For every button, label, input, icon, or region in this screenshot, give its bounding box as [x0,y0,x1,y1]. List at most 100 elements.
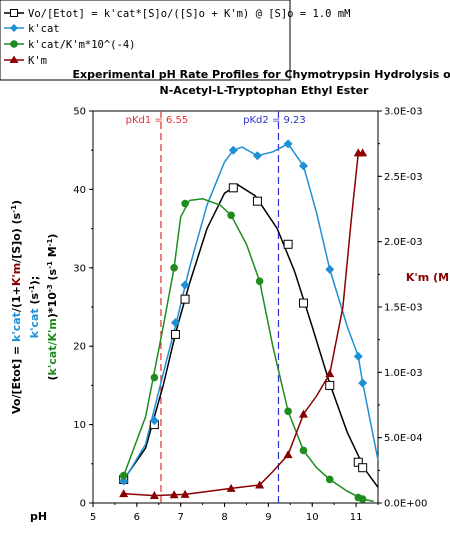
legend-marker-triangle [9,55,19,63]
legend-entry: K'm [4,55,47,67]
x-tick-label: 10 [306,512,319,523]
y-left-axis-label-kcat-km-part: (s [46,268,59,284]
data-point-square [252,196,262,206]
y-left-tick-label: 50 [73,107,86,118]
series-line [123,183,379,488]
x-tick-label: 6 [134,512,140,523]
y-left-axis-label-kcat-km-part: ( [46,375,59,380]
data-point-triangle [283,450,293,459]
y-left-axis-label-kcat-km-part: -1 [46,261,54,269]
y-right-tick-label: 3.0E-03 [384,107,423,118]
y-left-axis-label-part: /[S]o) (s [10,212,23,262]
y-left-axis-label: Vo/[Etot] = k'cat/(1+K'm/[S]o) (s-1) [10,200,23,414]
y-left-tick-label: 40 [73,185,86,196]
legend-label: K'm [28,55,47,67]
y-right-tick-label: 1.5E-03 [384,303,423,314]
data-point-diamond [180,280,190,290]
y-left-axis-label-part: k'cat [10,312,23,342]
data-point-square [298,298,308,308]
y-right-tick-label: 2.5E-03 [384,172,423,183]
data-point-triangle [325,369,335,378]
y-left-tick-label: 0 [80,499,86,510]
y-left-tick-label: 10 [73,420,86,431]
y-left-axis-label-part: Vo/[Etot] = [10,342,23,414]
legend-entry: Vo/[Etot] = k'cat*[S]o/([S]o + K'm) @ [S… [4,8,350,20]
x-tick-label: 8 [221,512,227,523]
legend-marker-square [10,9,18,17]
data-point-triangle [298,409,308,418]
legend-box [0,0,291,81]
y-left-axis-label-part: K'm [10,263,23,286]
x-axis-label: pH [30,510,47,523]
y-left-axis-label-kcat-part: (s [28,293,41,309]
data-point-triangle [358,148,368,157]
y-right-tick-label: 5.0E-04 [384,433,423,444]
data-point-triangle [255,480,265,489]
data-point-triangle [149,491,159,500]
data-point-circle [170,264,178,272]
legend: Vo/[Etot] = k'cat*[S]o/([S]o + K'm) @ [S… [0,0,350,81]
data-point-square [180,294,190,304]
x-tick-label: 5 [90,512,96,523]
data-point-square [325,380,335,390]
y-left-axis-label-part: -1 [10,205,18,213]
y-left-axis-label-kcat-part: -1 [28,285,36,293]
y-left-axis-label-kcat-km: (k'cat/K'm)*10-3 (s-1 M-1) [46,234,59,381]
y-left-axis-label-part: ) [10,200,23,205]
y-left-axis-label-kcat-km-part: -1 [46,238,54,246]
legend-marker-diamond [10,24,18,32]
data-point-circle [181,199,189,208]
x-tick-label: 11 [350,512,363,523]
data-point-circle [255,277,264,285]
legend-marker-circle [10,40,18,48]
legend-label: k'cat [28,23,60,35]
chart-title-line-2: N-Acetyl-L-Tryptophan Ethyl Ester [160,84,370,97]
data-point-diamond [358,378,368,388]
data-point-diamond [228,145,238,155]
y-right-tick-label: 0.0E+00 [384,499,427,510]
pkd-label: pKd1 = 6.55 [126,115,189,126]
y-right-axis-label: K'm (M) [406,271,450,284]
y-left-axis-label-kcat-km-part: )*10 [46,292,59,318]
data-point-circle [299,446,308,455]
legend-entry: k'cat [4,23,60,35]
data-point-circle [119,471,128,480]
data-point-circle [150,373,159,382]
data-point-diamond [170,318,180,328]
data-point-triangle [119,489,129,498]
data-point-diamond [252,151,262,161]
data-point-circle [227,211,235,220]
data-point-square [170,329,180,339]
legend-label: Vo/[Etot] = k'cat*[S]o/([S]o + K'm) @ [S… [28,8,350,20]
data-point-diamond [149,416,159,426]
y-left-axis-label-part: /(1+ [10,286,23,312]
data-point-circle [358,495,367,503]
data-point-diamond [353,351,363,361]
y-right-tick-label: 2.0E-03 [384,237,423,248]
x-tick-label: 7 [178,512,184,523]
data-point-triangle [180,489,190,498]
y-left-axis-label-kcat: k'cat (s-1); [28,276,41,339]
legend-label: k'cat/K'm*10^(-4) [28,39,135,51]
data-point-diamond [325,264,335,274]
data-point-square [283,239,293,249]
y-right-tick-label: 1.0E-03 [384,368,423,379]
legend-entry: k'cat/K'm*10^(-4) [4,39,135,51]
data-point-triangle [226,483,236,492]
pkd-label: pKd2 = 9.23 [243,115,306,126]
y-left-axis-label-kcat-part: ); [28,276,41,285]
data-point-diamond [283,139,293,149]
y-left-axis-label-kcat-km-part: ) [46,234,59,239]
y-left-tick-label: 20 [73,342,86,353]
y-left-axis-label-kcat-part: k'cat [28,308,41,338]
data-point-triangle [169,490,179,499]
y-left-tick-label: 30 [73,263,86,274]
data-point-circle [284,407,292,416]
data-point-square [358,463,368,473]
data-point-diamond [298,161,308,171]
y-left-axis-label-kcat-km-part: k'cat/K'm [46,318,59,375]
data-point-circle [325,475,334,484]
chart-title-line-1: Experimental pH Rate Profiles for Chymot… [73,68,450,81]
